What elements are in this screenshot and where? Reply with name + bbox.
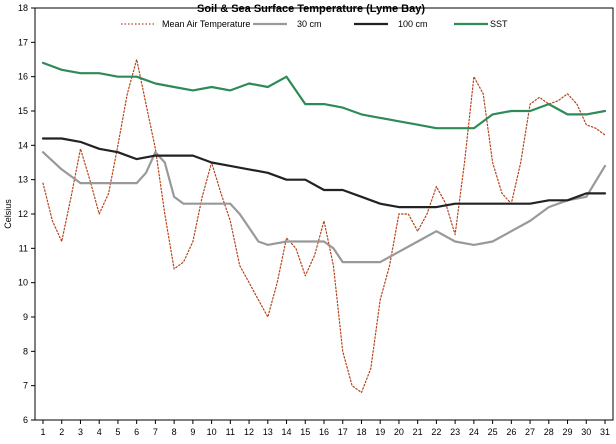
x-tick-label: 7 bbox=[153, 427, 158, 437]
x-tick-label: 20 bbox=[394, 427, 404, 437]
x-tick-label: 18 bbox=[356, 427, 366, 437]
chart-title: Soil & Sea Surface Temperature (Lyme Bay… bbox=[197, 3, 425, 15]
legend-label: 30 cm bbox=[297, 19, 322, 29]
x-tick-label: 2 bbox=[59, 427, 64, 437]
y-axis: 6 7 8 9 10 11 12 13 14 15 16 17 18 bbox=[18, 3, 35, 425]
series-line-30-cm bbox=[41, 151, 607, 264]
y-tick-label: 11 bbox=[19, 243, 28, 253]
y-tick-label: 15 bbox=[18, 106, 28, 116]
x-tick-label: 21 bbox=[413, 427, 423, 437]
x-tick-label: 4 bbox=[97, 427, 102, 437]
x-tick-label: 23 bbox=[450, 427, 460, 437]
x-tick-label: 9 bbox=[190, 427, 195, 437]
x-tick-label: 1 bbox=[40, 427, 45, 437]
x-tick-label: 12 bbox=[244, 427, 254, 437]
x-tick-label: 29 bbox=[563, 427, 573, 437]
x-tick-label: 19 bbox=[375, 427, 385, 437]
y-tick-label: 10 bbox=[18, 278, 28, 288]
legend-label: SST bbox=[490, 19, 508, 29]
x-tick-label: 3 bbox=[78, 427, 83, 437]
x-tick-label: 28 bbox=[544, 427, 554, 437]
x-tick-label: 27 bbox=[525, 427, 535, 437]
y-tick-label: 14 bbox=[18, 140, 28, 150]
x-tick-label: 17 bbox=[338, 427, 348, 437]
y-tick-label: 8 bbox=[23, 346, 28, 356]
x-tick-label: 8 bbox=[172, 427, 177, 437]
x-tick-label: 26 bbox=[506, 427, 516, 437]
legend-label: 100 cm bbox=[398, 19, 428, 29]
x-tick-label: 11 bbox=[226, 427, 235, 437]
x-tick-label: 30 bbox=[581, 427, 591, 437]
y-tick-label: 7 bbox=[23, 381, 28, 391]
y-tick-label: 17 bbox=[18, 37, 28, 47]
x-tick-label: 16 bbox=[319, 427, 329, 437]
x-tick-label: 15 bbox=[300, 427, 310, 437]
legend-label: Mean Air Temperature bbox=[162, 19, 250, 29]
legend: Mean Air Temperature 30 cm 100 cm SST bbox=[121, 19, 508, 29]
x-tick-label: 31 bbox=[600, 427, 610, 437]
y-tick-label: 18 bbox=[18, 3, 28, 13]
x-tick-label: 24 bbox=[469, 427, 479, 437]
y-tick-label: 16 bbox=[18, 72, 28, 82]
series-line-sst bbox=[41, 61, 607, 130]
x-tick-label: 6 bbox=[134, 427, 139, 437]
y-tick-label: 12 bbox=[18, 209, 28, 219]
x-tick-label: 5 bbox=[115, 427, 120, 437]
x-tick-label: 13 bbox=[263, 427, 273, 437]
series-layer bbox=[41, 58, 607, 394]
x-tick-label: 25 bbox=[488, 427, 498, 437]
y-tick-label: 9 bbox=[23, 312, 28, 322]
x-tick-label: 22 bbox=[431, 427, 441, 437]
series-line-100-cm bbox=[41, 137, 607, 209]
y-axis-label: Celsius bbox=[3, 199, 13, 229]
y-tick-label: 6 bbox=[23, 415, 28, 425]
x-tick-label: 10 bbox=[207, 427, 217, 437]
y-tick-label: 13 bbox=[18, 175, 28, 185]
x-tick-label: 14 bbox=[282, 427, 292, 437]
x-axis: 1 2 3 4 5 6 7 8 9 10 11 12 13 14 15 16 17 18 19 20 21 22 23 24 2… bbox=[40, 420, 610, 437]
